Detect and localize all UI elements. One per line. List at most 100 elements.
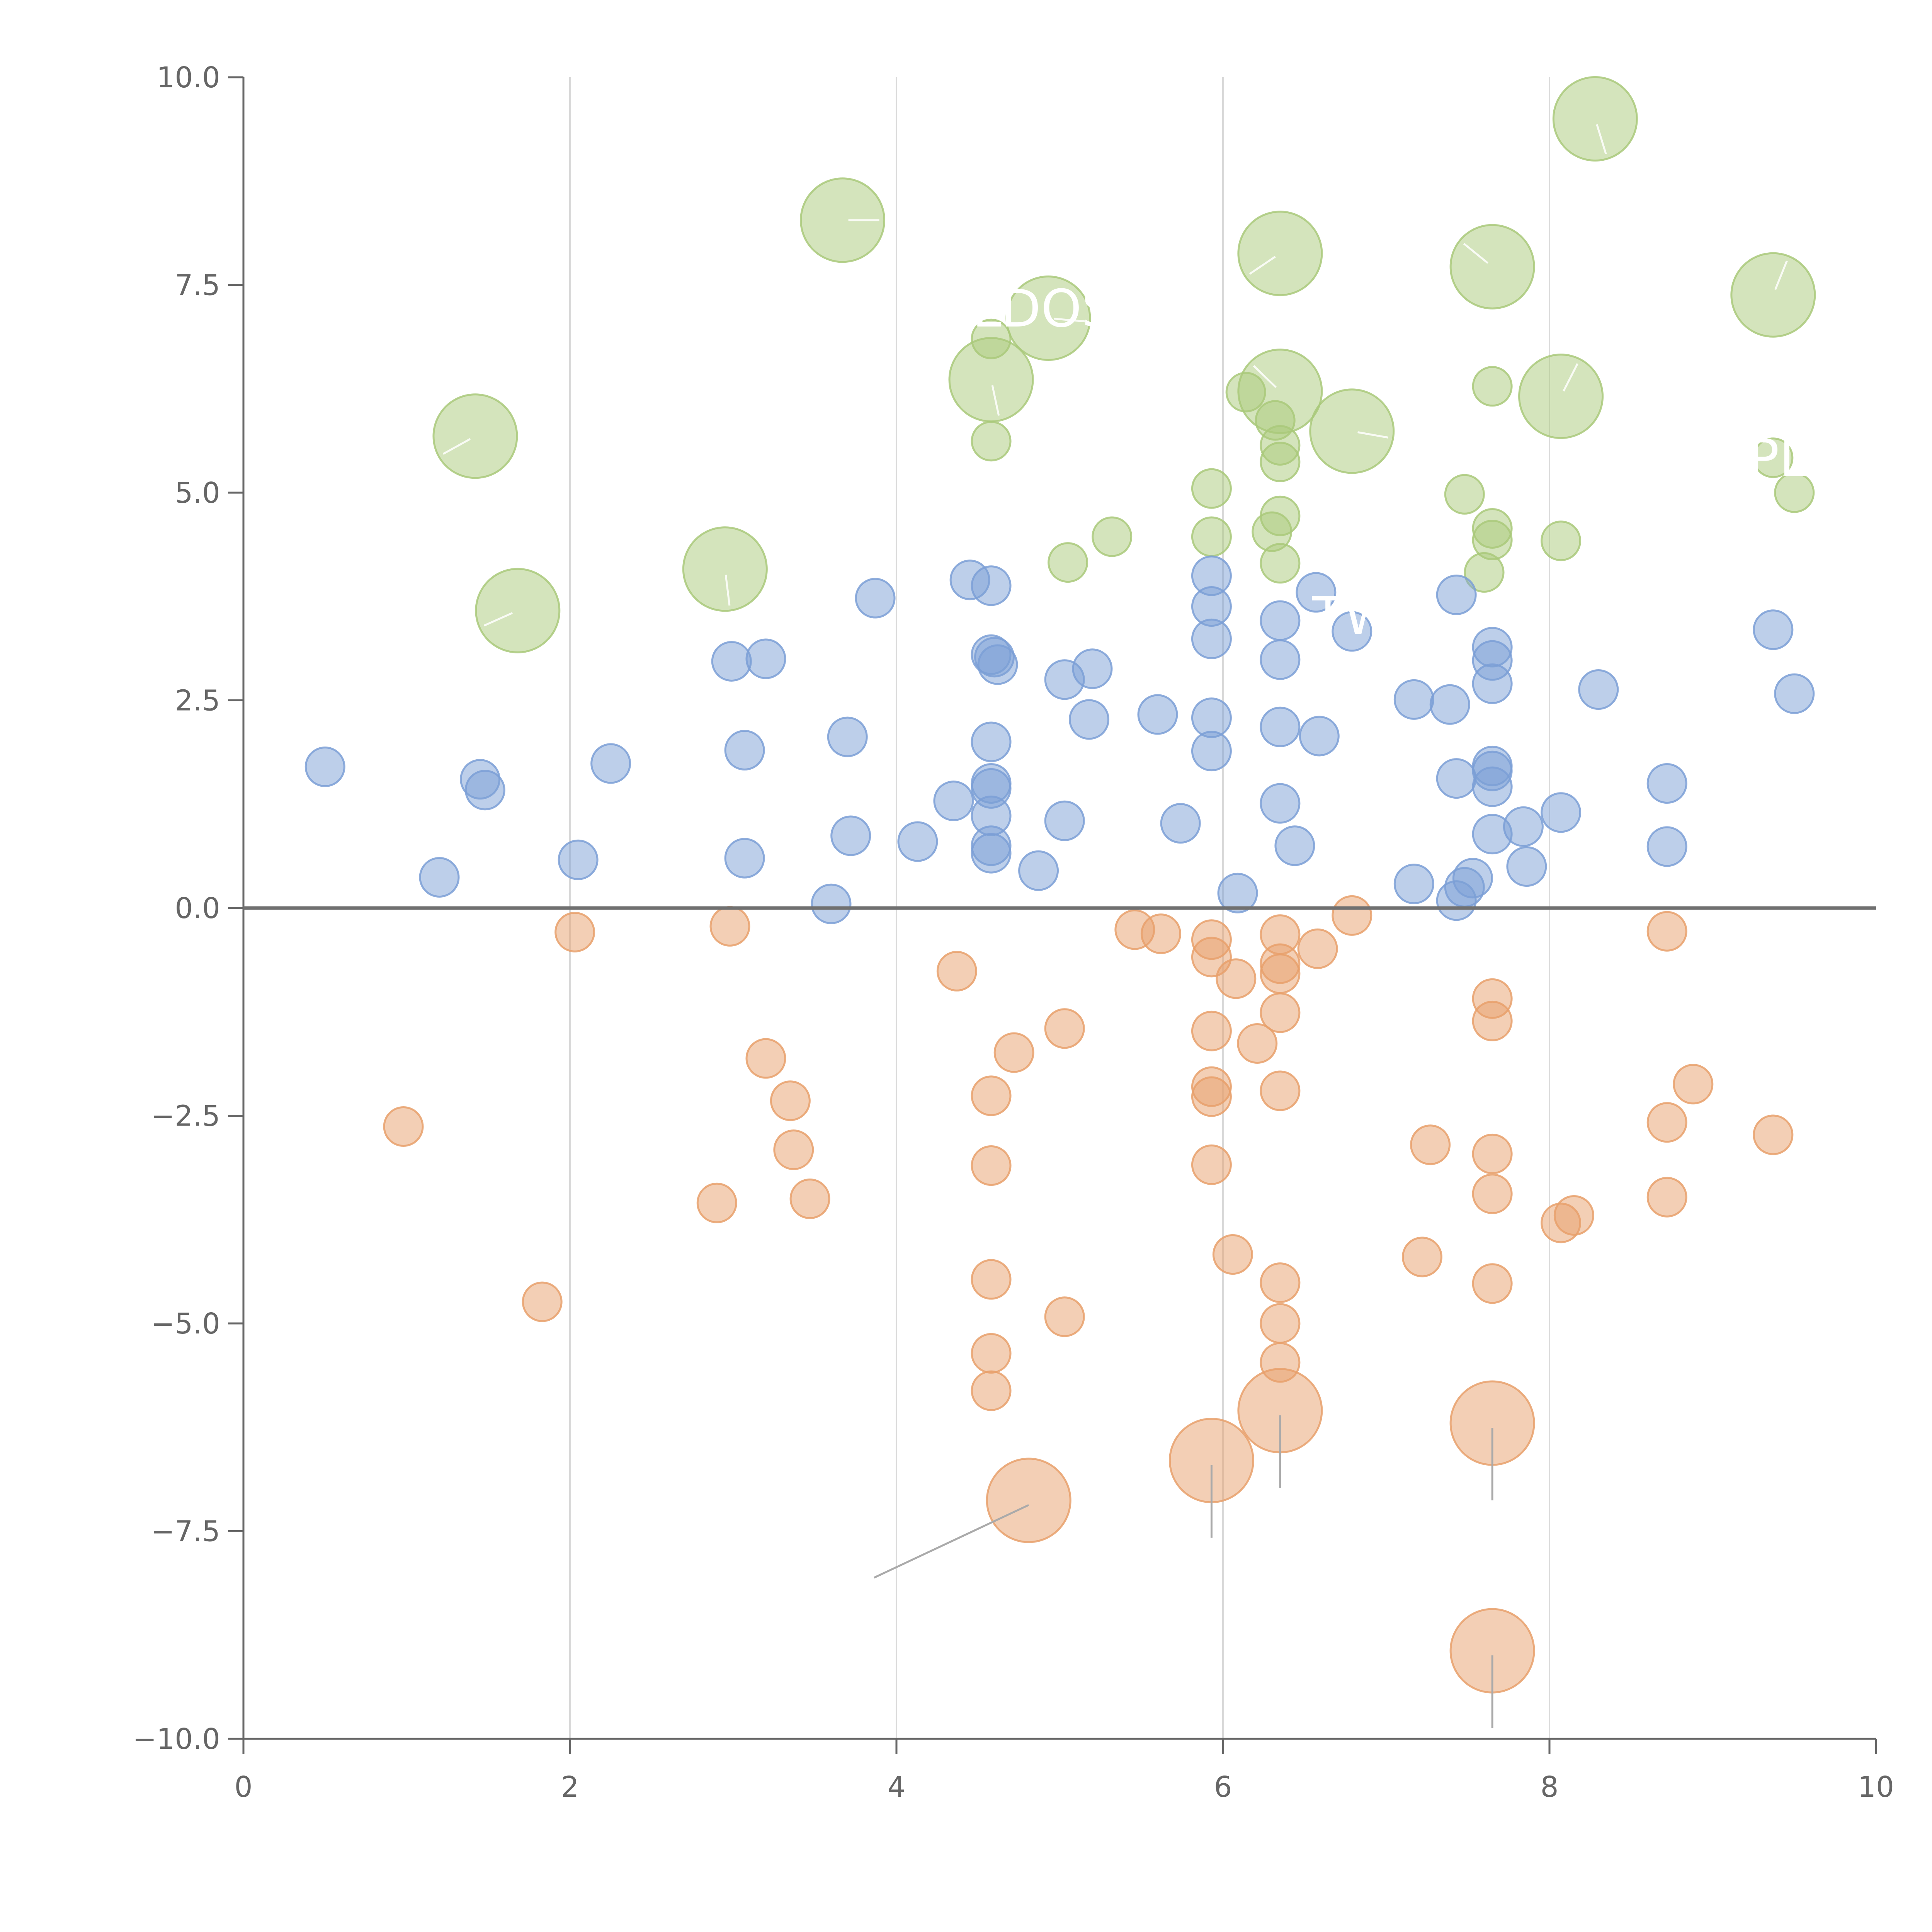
- blue-bubble: [1472, 663, 1513, 704]
- orange-bubble: [1191, 1010, 1232, 1051]
- blue-bubble: [1072, 648, 1113, 689]
- orange-bubble: [1401, 1236, 1442, 1277]
- orange-bubble: [773, 1129, 814, 1170]
- green-bubble: [1552, 76, 1638, 162]
- blue-bubble: [1018, 850, 1059, 891]
- y-tick-label: −10.0: [133, 1723, 220, 1756]
- green-bubble: [1191, 516, 1232, 557]
- orange-bubble: [1646, 1177, 1687, 1218]
- blue-bubble: [1506, 846, 1547, 887]
- blue-bubble: [1753, 609, 1794, 650]
- orange-bubble: [696, 1182, 737, 1223]
- leader-lines: [442, 124, 1788, 1728]
- orange-bubble: [1553, 1195, 1594, 1236]
- orange-bubble: [1191, 1144, 1232, 1185]
- bubble-labels: LDOS TW PL: [972, 279, 1808, 646]
- blue-bubble: [1299, 716, 1340, 757]
- blue-bubble: [1436, 574, 1477, 615]
- green-bubble: [1518, 354, 1604, 439]
- blue-bubble: [1160, 803, 1201, 844]
- orange-bubble: [1140, 913, 1181, 954]
- orange-bubble: [522, 1281, 563, 1322]
- blue-bubble: [1260, 600, 1301, 641]
- blue-bubble: [1436, 758, 1477, 799]
- blue-bubble: [971, 833, 1012, 874]
- blue-bubble: [1472, 766, 1513, 807]
- orange-bubble: [1216, 958, 1257, 999]
- blue-bubble: [1503, 806, 1544, 847]
- blue-bubble: [1393, 679, 1434, 720]
- green-bubble: [475, 568, 561, 653]
- x-tick-label: 4: [887, 1770, 905, 1804]
- blue-bubble: [464, 770, 505, 811]
- green-bubble: [1774, 472, 1815, 513]
- y-tick-label: −7.5: [151, 1515, 220, 1548]
- blue-bubble: [1646, 826, 1687, 867]
- blue-bubble: [1191, 618, 1232, 659]
- orange-bubble: [1410, 1124, 1451, 1165]
- leader-line: [1054, 318, 1085, 323]
- blue-bubble: [1646, 763, 1687, 804]
- orange-bubble: [1260, 953, 1301, 994]
- orange-bubble: [1044, 1296, 1085, 1337]
- blue-bubble: [1429, 684, 1470, 725]
- leader-line: [483, 612, 513, 627]
- blue-bubble: [724, 730, 765, 770]
- leader-line: [1596, 124, 1607, 155]
- blue-bubble: [1260, 706, 1301, 747]
- blue-bubble: [745, 638, 786, 679]
- green-bubble: [971, 318, 1012, 359]
- y-tick-label: −5.0: [151, 1307, 220, 1340]
- blue-bubble: [830, 815, 871, 856]
- green-bubble: [1730, 252, 1816, 338]
- leader-line: [991, 385, 1000, 416]
- leader-line: [1253, 365, 1277, 388]
- orange-bubble: [1472, 1000, 1513, 1041]
- y-tick-label: 2.5: [175, 684, 220, 718]
- green-bubble: [1260, 441, 1301, 482]
- blue-bubble: [1296, 572, 1337, 613]
- green-bubble: [1444, 474, 1485, 515]
- orange-bubble: [1472, 1263, 1513, 1304]
- orange-bubble: [1044, 1008, 1085, 1049]
- y-tick-label: −2.5: [151, 1100, 220, 1133]
- orange-bubble: [745, 1038, 786, 1079]
- blue-bubble: [724, 838, 765, 879]
- leader-line: [724, 575, 731, 606]
- orange-bubble: [770, 1080, 811, 1121]
- orange-bubble: [1673, 1064, 1714, 1105]
- blue-bubble: [1260, 639, 1301, 680]
- blue-bubble: [1137, 694, 1178, 735]
- orange-bubble: [383, 1106, 424, 1147]
- blue-bubble: [811, 883, 852, 924]
- blue-bubble: [419, 857, 460, 898]
- x-tick-label: 0: [234, 1770, 252, 1804]
- green-bubble: [1541, 520, 1582, 561]
- green-bubble: [1260, 543, 1301, 584]
- green-bubble: [432, 393, 518, 479]
- y-tick-label: 5.0: [175, 476, 220, 510]
- series-blue: [304, 555, 1815, 924]
- orange-bubble: [971, 1370, 1012, 1411]
- blue-bubble: [1274, 825, 1315, 866]
- orange-bubble: [1260, 1262, 1301, 1303]
- green-bubble: [1092, 516, 1133, 557]
- axes: −10.0 −7.5 −5.0 −2.5 0.0 2.5 5.0 7.5 10.0 0 2 4 6 8 10: [133, 61, 1894, 1804]
- orange-bubble: [971, 1333, 1012, 1374]
- green-bubble: [1005, 276, 1091, 361]
- orange-bubble: [1212, 1234, 1253, 1275]
- orange-bubble: [1260, 992, 1301, 1033]
- blue-bubble: [1452, 858, 1493, 899]
- blue-bubble: [971, 721, 1012, 762]
- green-bubble: [1225, 372, 1266, 413]
- orange-bubble: [1260, 1303, 1301, 1344]
- blue-bubble: [827, 716, 868, 757]
- blue-bubble: [977, 644, 1018, 685]
- green-bubble: [1449, 224, 1535, 310]
- series-orange: [383, 895, 1794, 1694]
- blue-bubble: [1069, 699, 1110, 740]
- orange-bubble: [971, 1145, 1012, 1186]
- orange-bubble: [709, 906, 750, 947]
- orange-bubble: [789, 1179, 830, 1219]
